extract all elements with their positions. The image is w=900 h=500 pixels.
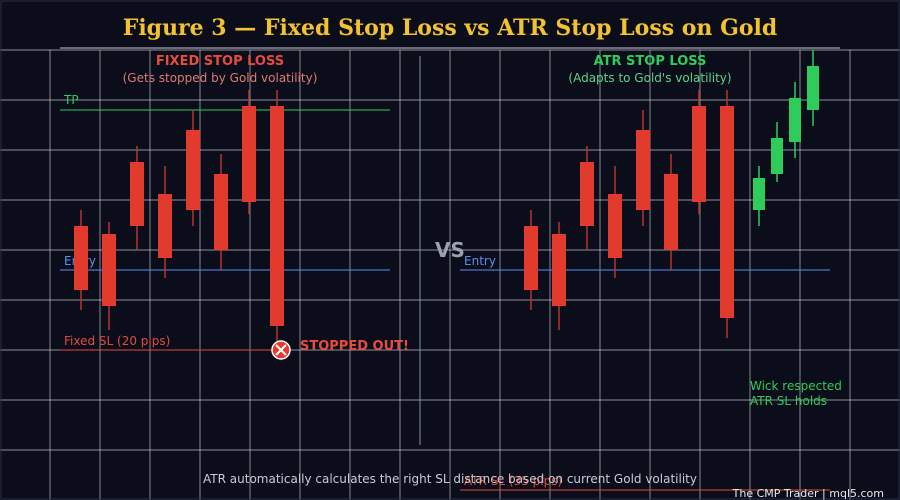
- left-candle-body: [214, 174, 228, 250]
- right-candle-body: [807, 66, 819, 110]
- right-panel-title: ATR STOP LOSS: [594, 54, 707, 69]
- figure-title: Figure 3 — Fixed Stop Loss vs ATR Stop L…: [123, 15, 778, 41]
- right-candle-body: [552, 234, 566, 306]
- close-icon: [275, 344, 287, 356]
- footer-note: ATR automatically calculates the right S…: [203, 472, 697, 486]
- left-candle-body: [158, 194, 172, 258]
- right-candles: [524, 50, 819, 338]
- left-candle-body: [102, 234, 116, 306]
- right-entry-label: Entry: [464, 254, 496, 268]
- stopped-out-marker: STOPPED OUT!: [271, 339, 409, 360]
- left-candle-body: [242, 106, 256, 202]
- left-candle-body: [186, 130, 200, 210]
- grid: [0, 49, 900, 500]
- right-candle-body: [636, 130, 650, 210]
- right-candle-body: [692, 106, 706, 202]
- left-candle-body: [130, 162, 144, 226]
- right-candle-body: [789, 98, 801, 142]
- left-candle-body: [270, 106, 284, 326]
- right-candle-body: [771, 138, 783, 174]
- left-candles: [74, 90, 284, 342]
- credit-label: The CMP Trader | mql5.com: [732, 487, 884, 500]
- left-tp-label: TP: [63, 93, 79, 107]
- right-candle-body: [753, 178, 765, 210]
- right-candle-body: [720, 106, 734, 318]
- right-candle-body: [524, 226, 538, 290]
- wick-note-line-1: Wick respected: [750, 379, 842, 393]
- left-panel-subtitle: (Gets stopped by Gold volatility): [123, 71, 318, 85]
- wick-note-line-2: ATR SL holds: [750, 394, 827, 408]
- left-panel-title: FIXED STOP LOSS: [156, 54, 284, 69]
- stopped-out-label: STOPPED OUT!: [300, 339, 409, 354]
- right-candle-body: [608, 194, 622, 258]
- right-candle-body: [580, 162, 594, 226]
- right-panel-subtitle: (Adapts to Gold's volatility): [568, 71, 731, 85]
- left-candle-body: [74, 226, 88, 290]
- vs-label: VS: [435, 238, 465, 262]
- right-candle-body: [664, 174, 678, 250]
- right-atr-sl-label: ATR SL (35 pips): [464, 474, 562, 488]
- left-fixed-sl-label: Fixed SL (20 pips): [64, 334, 170, 348]
